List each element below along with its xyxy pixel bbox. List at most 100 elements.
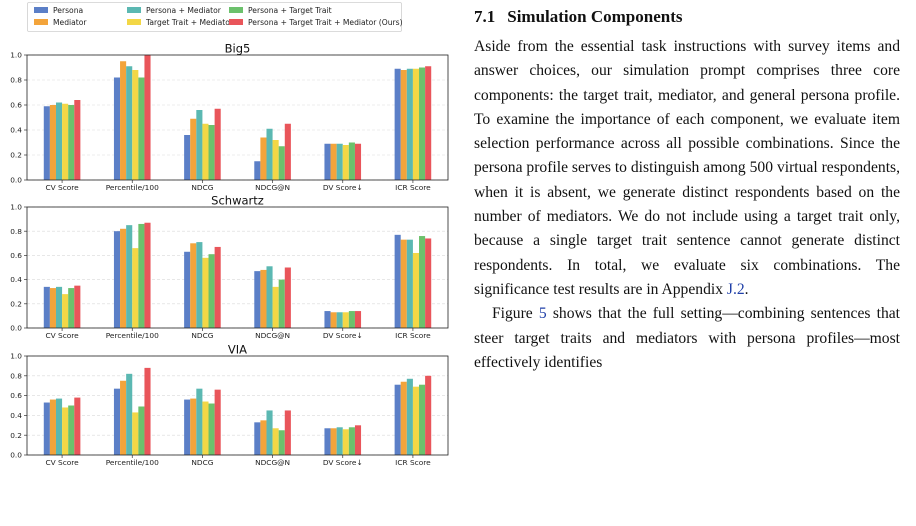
chart-title: Big5: [225, 42, 251, 56]
bar-via-dv-score-persona-target-trait-mediator-ours: [354, 425, 362, 455]
x-tick-label: NDCG: [191, 183, 213, 192]
bar-via-percentile-100-persona-target-trait-mediator-ours: [144, 367, 151, 455]
bar-big5-icr-score-persona-target-trait: [419, 67, 426, 180]
y-tick-label: 0.2: [10, 151, 22, 160]
chart-big5: 0.0 0.2 0.4 0.6 0.8 1.0 CV Score Percentile/100…: [10, 42, 449, 192]
bar-schwartz-ndcg-n-mediator: [260, 269, 267, 328]
chart-title: Schwartz: [211, 194, 264, 208]
legend: Persona Mediator Persona + Mediator Target …: [27, 2, 403, 32]
bar-via-cv-score-persona-mediator: [55, 398, 63, 455]
legend-swatch-target-trait-mediator: [127, 19, 141, 25]
bar-schwartz-cv-score-persona-mediator: [55, 286, 63, 328]
paragraph-1-end: .: [744, 280, 749, 298]
y-tick-label: 0.6: [10, 251, 22, 260]
y-tick-label: 0.8: [10, 76, 22, 85]
bar-big5-cv-score-mediator: [49, 105, 56, 180]
bar-via-cv-score-persona: [43, 402, 50, 455]
bar-big5-dv-score-target-trait-mediator: [342, 145, 349, 180]
bar-big5-cv-score-target-trait-mediator: [62, 103, 69, 180]
y-tick-label: 0.4: [10, 126, 22, 135]
bar-schwartz-percentile-100-persona-target-trait-mediator-ours: [144, 222, 151, 328]
figure-link[interactable]: 5: [538, 305, 547, 323]
x-tick-label: DV Score↓: [323, 458, 363, 467]
bar-big5-ndcg-n-target-trait-mediator: [272, 140, 279, 180]
bar-via-ndcg-n-target-trait-mediator: [272, 428, 279, 455]
bar-via-ndcg-mediator: [190, 398, 197, 455]
bar-via-ndcg-n-persona: [254, 422, 261, 455]
bar-via-percentile-100-persona-mediator: [126, 373, 133, 455]
bar-schwartz-percentile-100-persona: [113, 231, 121, 328]
bar-schwartz-dv-score-persona: [324, 311, 331, 328]
bar-big5-cv-score-persona: [43, 106, 50, 180]
section-title: Simulation Components: [507, 7, 683, 26]
bar-via-ndcg-n-persona-target-trait: [278, 430, 285, 455]
y-tick-label: 0.8: [10, 227, 22, 236]
bar-via-dv-score-persona-mediator: [336, 427, 343, 455]
bar-schwartz-cv-score-persona: [43, 286, 50, 328]
bar-via-dv-score-target-trait-mediator: [342, 429, 349, 455]
chart-via: 0.0 0.2 0.4 0.6 0.8 1.0 CV Score Percentile/100…: [10, 343, 449, 467]
legend-label-mediator: Mediator: [53, 18, 87, 27]
y-tick-label: 0.6: [10, 391, 22, 400]
bar-via-percentile-100-mediator: [120, 380, 127, 455]
bar-via-ndcg-n-persona-mediator: [266, 410, 273, 455]
y-tick-label: 1.0: [10, 51, 22, 60]
x-tick-label: NDCG@N: [255, 458, 290, 467]
x-tick-label: CV Score: [45, 458, 79, 467]
paragraph-2-text: shows that the full setting—combining se…: [474, 305, 900, 371]
bar-big5-cv-score-persona-target-trait: [68, 105, 75, 180]
bar-big5-dv-score-persona-target-trait-mediator-ours: [354, 143, 362, 180]
y-tick-label: 0.2: [10, 431, 22, 440]
bar-via-cv-score-mediator: [49, 399, 56, 455]
y-tick-label: 0.0: [10, 176, 22, 185]
legend-swatch-persona: [34, 7, 48, 13]
bar-via-dv-score-persona-target-trait: [348, 427, 355, 455]
bar-big5-icr-score-mediator: [400, 70, 407, 180]
legend-frame: [27, 2, 402, 32]
bar-via-icr-score-persona-target-trait: [419, 384, 426, 455]
legend-label-persona: Persona: [53, 6, 83, 15]
x-tick-label: Percentile/100: [106, 458, 159, 467]
bar-schwartz-cv-score-mediator: [49, 288, 56, 328]
y-tick-label: 0.6: [10, 101, 22, 110]
paragraph-2: Figure 5 shows that the full setting—com…: [474, 302, 900, 375]
bar-big5-percentile-100-persona-target-trait-mediator-ours: [144, 55, 151, 180]
paragraph-2-start: Figure: [492, 305, 539, 323]
bar-schwartz-dv-score-mediator: [330, 312, 337, 328]
bar-big5-percentile-100-mediator: [120, 61, 127, 180]
appendix-link[interactable]: J.2: [726, 280, 745, 298]
text-column: 7.1 Simulation Components Aside from the …: [474, 6, 900, 375]
bar-via-ndcg-persona-target-trait: [208, 403, 215, 455]
x-tick-label: NDCG@N: [255, 331, 290, 340]
y-tick-label: 0.0: [10, 451, 22, 460]
bar-schwartz-dv-score-persona-target-trait-mediator-ours: [354, 311, 362, 328]
y-tick-label: 0.4: [10, 275, 22, 284]
bar-schwartz-percentile-100-target-trait-mediator: [132, 248, 139, 328]
x-tick-label: ICR Score: [395, 458, 431, 467]
bar-big5-ndcg-target-trait-mediator: [202, 123, 209, 180]
x-tick-label: DV Score↓: [323, 183, 363, 192]
chart-schwartz: 0.0 0.2 0.4 0.6 0.8 1.0 CV Score Percentile/100…: [10, 194, 449, 340]
legend-swatch-mediator: [34, 19, 48, 25]
bar-via-ndcg-persona-mediator: [196, 388, 203, 455]
x-tick-label: NDCG: [191, 458, 213, 467]
bar-via-percentile-100-target-trait-mediator: [132, 412, 139, 455]
legend-label-persona-target-trait-mediator-ours: Persona + Target Trait + Mediator (Ours): [248, 18, 403, 27]
bar-schwartz-cv-score-persona-target-trait: [68, 288, 75, 328]
x-tick-label: Percentile/100: [106, 331, 159, 340]
bar-schwartz-icr-score-persona-target-trait: [419, 236, 426, 328]
x-tick-label: Percentile/100: [106, 183, 159, 192]
bar-via-dv-score-persona: [324, 428, 331, 455]
bar-schwartz-ndcg-persona: [184, 251, 191, 328]
plot-frame: [26, 355, 449, 456]
legend-swatch-persona-mediator: [127, 7, 141, 13]
bar-via-percentile-100-persona: [113, 388, 121, 455]
bar-big5-ndcg-n-persona-mediator: [266, 128, 273, 180]
bar-big5-ndcg-persona-target-trait-mediator-ours: [214, 108, 221, 180]
bar-schwartz-percentile-100-persona-target-trait: [138, 223, 145, 328]
bar-big5-ndcg-persona-mediator: [196, 110, 203, 180]
bar-big5-icr-score-persona-mediator: [406, 68, 413, 180]
x-tick-label: DV Score↓: [323, 331, 363, 340]
bar-via-dv-score-mediator: [330, 428, 337, 455]
bar-schwartz-cv-score-persona-target-trait-mediator-ours: [74, 285, 81, 328]
